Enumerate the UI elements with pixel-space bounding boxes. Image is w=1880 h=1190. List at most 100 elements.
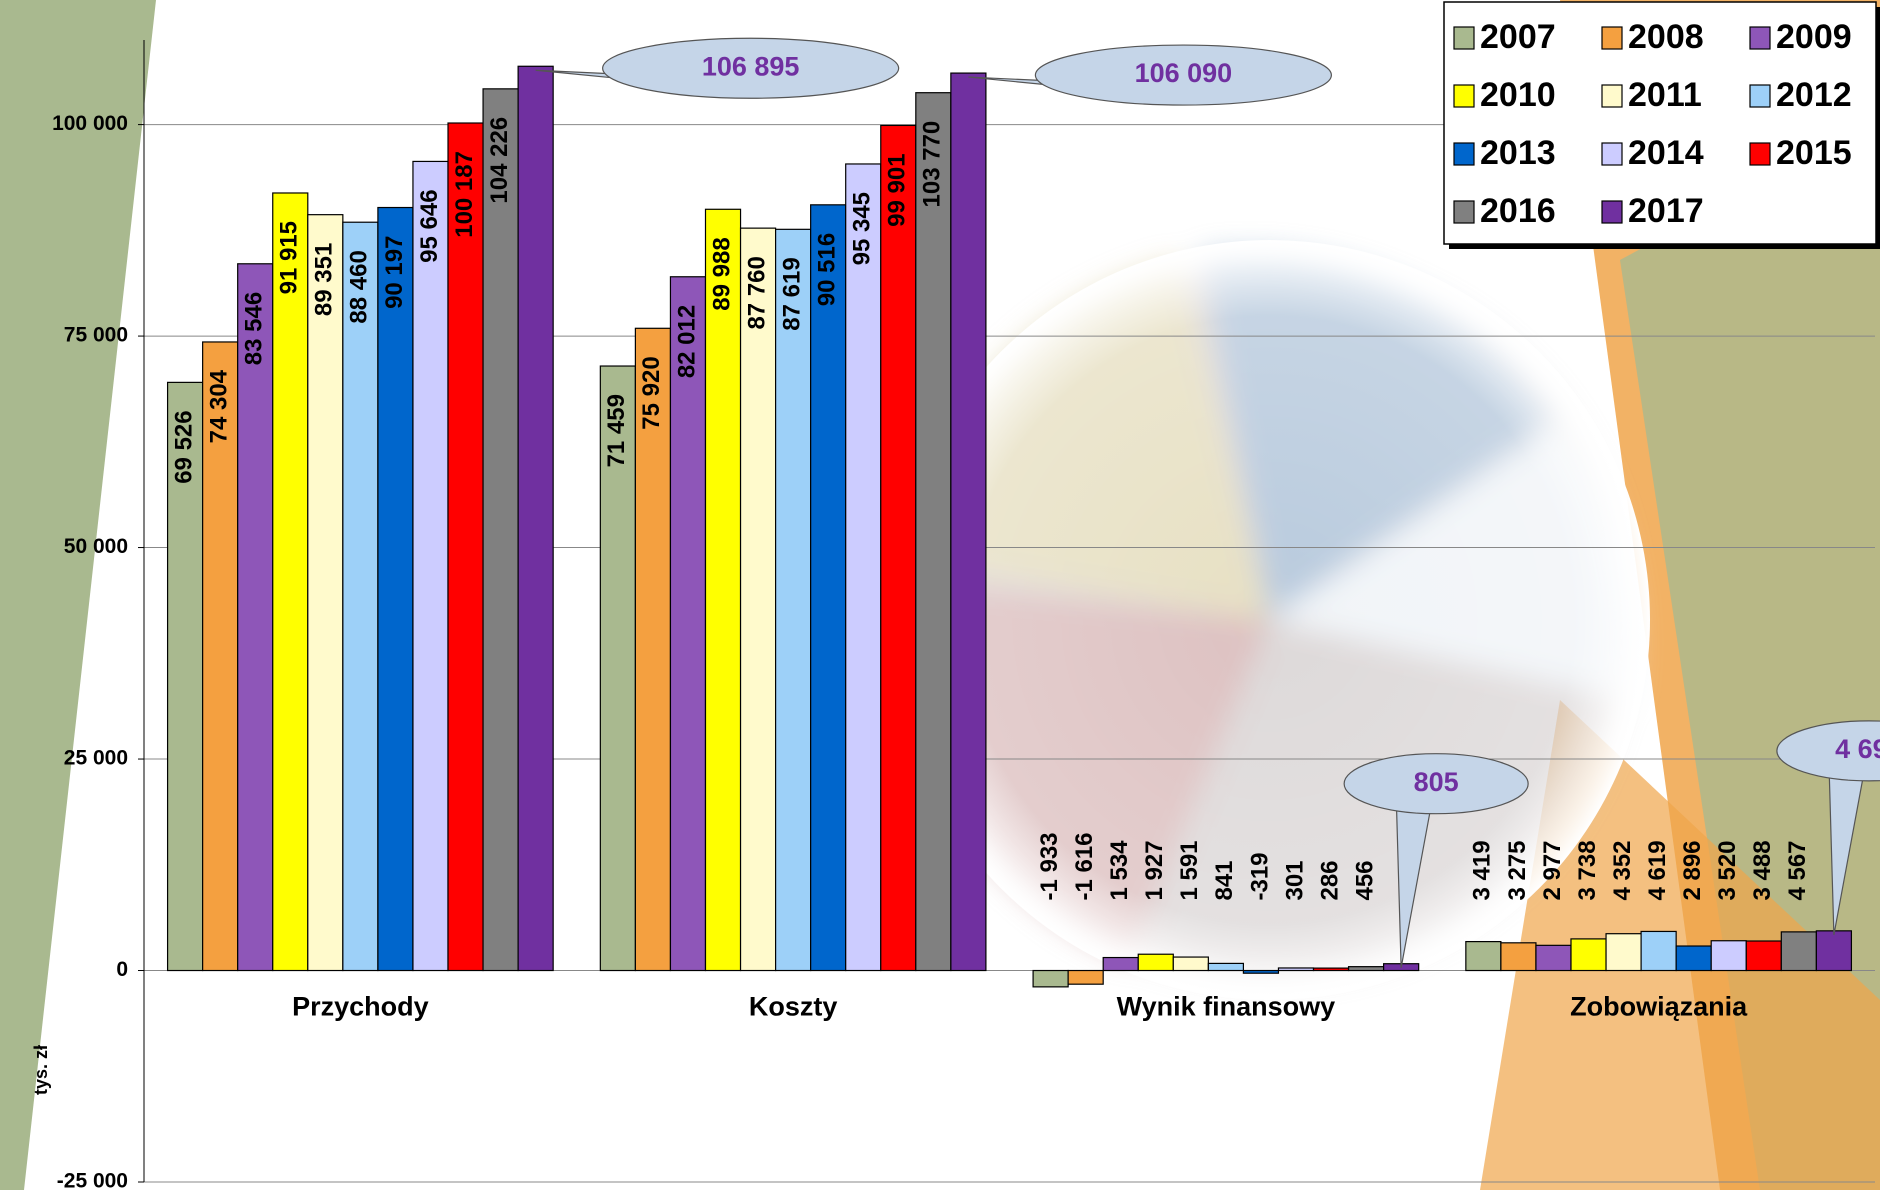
value-label: 805	[1414, 767, 1459, 797]
bar	[1137, 953, 1174, 972]
value-label: 75 920	[638, 356, 665, 429]
legend-swatch	[1749, 142, 1771, 166]
x-tick-label: Przychody	[292, 992, 429, 1022]
value-label: 106 090	[1135, 58, 1233, 88]
legend-swatch	[1749, 84, 1771, 108]
value-label: 100 187	[451, 151, 478, 238]
legend-swatch	[1601, 26, 1623, 50]
bar	[634, 327, 672, 972]
value-label: 3 275	[1504, 840, 1531, 900]
bar	[1500, 942, 1537, 972]
legend-label: 2016	[1480, 192, 1556, 230]
bar	[272, 192, 309, 972]
value-label: 456	[1351, 860, 1378, 900]
legend	[1443, 1, 1877, 245]
bar	[1312, 967, 1350, 972]
bar	[342, 221, 379, 972]
callout-pointer-cover	[1398, 792, 1425, 813]
value-label: 87 619	[778, 257, 805, 330]
legend-swatch	[1601, 142, 1623, 166]
y-tick-label: -25 000	[57, 1170, 128, 1190]
bar	[845, 163, 882, 972]
bar	[1780, 931, 1817, 972]
bar	[1032, 969, 1069, 988]
value-label: 91 915	[276, 221, 303, 294]
value-label: 83 546	[241, 292, 268, 365]
bar	[1347, 966, 1385, 972]
value-label: 2 977	[1539, 840, 1566, 900]
legend-swatch	[1453, 142, 1475, 166]
bar	[1745, 940, 1782, 972]
value-label: 4 690	[1835, 734, 1880, 764]
value-label: 103 770	[919, 121, 946, 208]
value-label: 82 012	[673, 305, 700, 378]
bar	[1207, 962, 1245, 972]
value-label: 90 197	[381, 236, 408, 309]
bar	[517, 65, 554, 972]
value-label: 71 459	[603, 394, 630, 467]
legend-swatch	[1601, 84, 1623, 108]
bar	[915, 92, 952, 972]
value-label: 95 345	[849, 192, 876, 265]
legend-swatch	[1601, 200, 1623, 224]
bar	[810, 204, 847, 972]
bar	[950, 72, 987, 972]
value-label: 106 895	[702, 51, 800, 81]
x-tick-label: Koszty	[749, 992, 838, 1022]
legend-swatch	[1453, 84, 1475, 108]
y-tick-label: 0	[116, 958, 128, 981]
bar	[669, 276, 707, 972]
legend-label: 2013	[1480, 134, 1556, 172]
legend-label: 2008	[1628, 18, 1704, 56]
legend-label: 2009	[1776, 18, 1852, 56]
value-label: 286	[1316, 860, 1343, 900]
callout	[1034, 44, 1332, 106]
bg-shape	[0, 0, 156, 1190]
value-label: 89 351	[311, 243, 338, 316]
legend-swatch	[1749, 26, 1771, 50]
value-label: 841	[1211, 860, 1238, 900]
bar	[237, 263, 274, 972]
callout-pointer-cover	[712, 77, 739, 98]
y-tick-label: 25 000	[64, 747, 128, 770]
callout	[1776, 720, 1880, 782]
legend-label: 2011	[1628, 76, 1702, 114]
callout-pointer-cover	[1830, 759, 1857, 780]
value-label: 4 352	[1609, 840, 1636, 900]
legend-label: 2007	[1480, 18, 1556, 56]
legend-label: 2017	[1628, 192, 1704, 230]
value-label: -319	[1246, 852, 1273, 900]
bar	[1242, 969, 1280, 974]
value-label: 3 520	[1714, 840, 1741, 900]
value-label: 69 526	[170, 410, 197, 483]
legend-label: 2014	[1628, 134, 1704, 172]
bar	[1815, 930, 1853, 972]
y-tick-label: 75 000	[64, 324, 128, 347]
bar	[307, 214, 344, 972]
value-label: 95 646	[416, 189, 443, 262]
value-label: 74 304	[206, 369, 233, 443]
value-label: -1 616	[1071, 832, 1098, 900]
bar	[1277, 967, 1315, 972]
value-label: 99 901	[884, 153, 911, 226]
x-tick-label: Wynik finansowy	[1117, 992, 1336, 1022]
bar	[482, 88, 519, 972]
bar	[447, 122, 484, 972]
bar	[377, 206, 414, 972]
bar	[774, 228, 812, 972]
value-label: 90 516	[814, 233, 841, 306]
legend-label: 2015	[1776, 134, 1852, 172]
y-tick-label: 100 000	[52, 112, 128, 135]
value-label: 89 988	[708, 237, 735, 310]
value-label: 3 419	[1469, 840, 1496, 900]
bar	[1710, 940, 1747, 972]
x-tick-label: Zobowiązania	[1570, 992, 1748, 1022]
bar	[1172, 956, 1209, 972]
bar	[1535, 944, 1572, 972]
value-label: 2 896	[1679, 840, 1706, 900]
callout	[1343, 753, 1529, 815]
y-axis-title: tys. zł	[31, 1045, 51, 1095]
bar	[202, 341, 239, 972]
legend-swatch	[1453, 200, 1475, 224]
